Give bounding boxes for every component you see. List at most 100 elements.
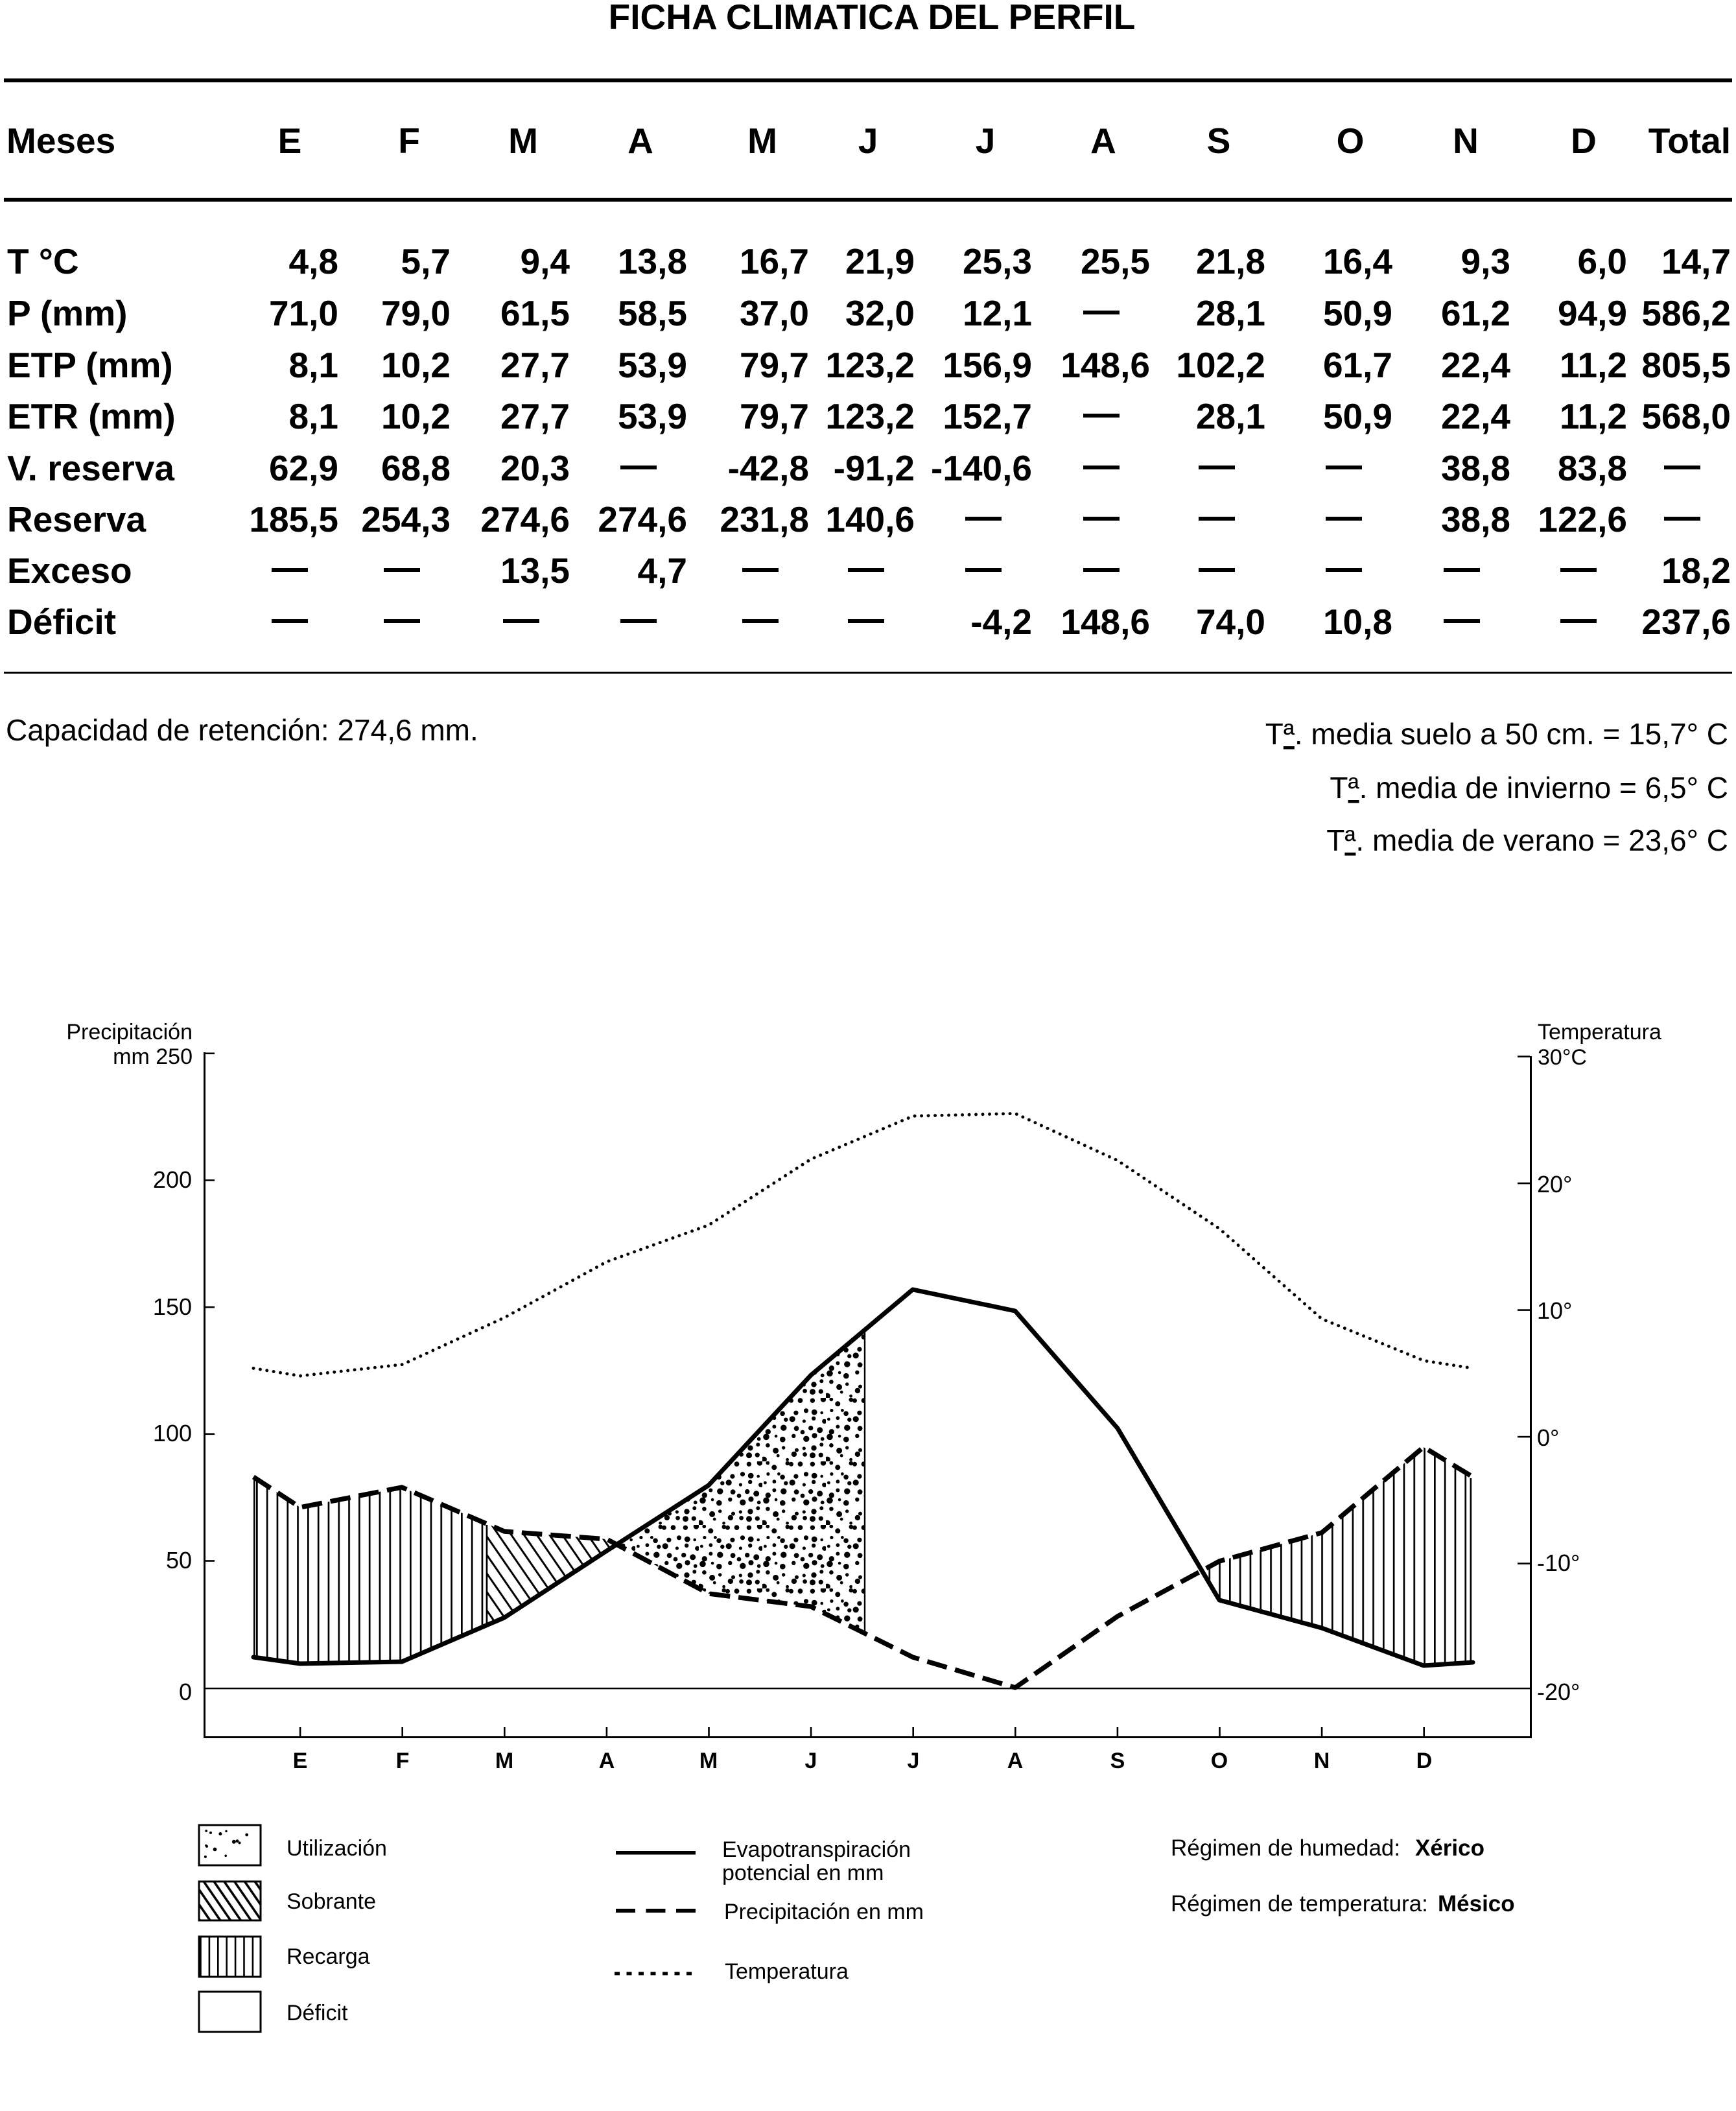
svg-text:21,8: 21,8 [1196,241,1265,281]
svg-text:S: S [1207,121,1231,161]
svg-text:6,0: 6,0 [1578,241,1627,281]
svg-text:-4,2: -4,2 [970,602,1032,642]
svg-text:12,1: 12,1 [963,293,1032,333]
svg-text:254,3: 254,3 [361,499,451,539]
svg-text:-91,2: -91,2 [834,448,915,488]
svg-text:148,6: 148,6 [1061,345,1150,385]
svg-text:200: 200 [153,1166,192,1193]
svg-text:Temperatura: Temperatura [725,1959,849,1984]
svg-text:11,2: 11,2 [1560,396,1627,436]
svg-text:ETR (mm): ETR (mm) [7,396,176,436]
svg-text:274,6: 274,6 [598,499,687,539]
svg-text:4,8: 4,8 [289,241,338,281]
svg-text:16,7: 16,7 [740,241,809,281]
svg-text:-20°: -20° [1537,1679,1580,1705]
svg-text:J: J [805,1749,817,1773]
svg-text:Recarga: Recarga [287,1944,370,1969]
svg-text:A: A [1090,121,1116,161]
svg-text:ETP (mm): ETP (mm) [7,345,173,385]
svg-text:E: E [293,1749,308,1773]
svg-text:P (mm): P (mm) [7,293,127,333]
svg-text:102,2: 102,2 [1176,345,1265,385]
svg-text:D: D [1571,121,1597,161]
svg-text:potencial en mm: potencial en mm [722,1861,884,1885]
svg-text:8,1: 8,1 [289,345,338,385]
svg-text:5,7: 5,7 [401,241,451,281]
svg-text:Tª. media de invierno = 6,5° C: Tª. media de invierno = 6,5° C [1330,771,1728,805]
svg-text:Reserva: Reserva [7,499,146,539]
svg-text:-10°: -10° [1537,1550,1580,1576]
svg-text:Déficit: Déficit [287,2001,348,2025]
svg-text:79,0: 79,0 [381,293,451,333]
svg-text:M: M [508,121,538,161]
svg-text:A: A [1007,1749,1024,1773]
svg-text:185,5: 185,5 [249,499,338,539]
svg-text:D: D [1416,1749,1433,1773]
svg-text:27,7: 27,7 [500,345,570,385]
svg-text:S: S [1110,1749,1125,1773]
svg-text:586,2: 586,2 [1641,293,1731,333]
svg-text:4,7: 4,7 [638,550,687,591]
svg-text:FICHA CLIMATICA DEL PERFIL: FICHA CLIMATICA DEL PERFIL [609,0,1136,37]
svg-text:25,3: 25,3 [963,241,1032,281]
svg-text:22,4: 22,4 [1441,345,1510,385]
svg-text:58,5: 58,5 [618,293,687,333]
svg-text:237,6: 237,6 [1641,602,1731,642]
svg-text:25,5: 25,5 [1081,241,1150,281]
svg-text:Precipitación en mm: Precipitación en mm [724,1900,924,1924]
svg-text:37,0: 37,0 [740,293,809,333]
svg-text:Déficit: Déficit [7,602,116,642]
svg-text:50,9: 50,9 [1323,396,1392,436]
svg-text:E: E [278,121,302,161]
svg-text:100: 100 [153,1420,192,1446]
svg-text:Régimen de temperatura:: Régimen de temperatura: [1171,1891,1428,1916]
svg-text:10,2: 10,2 [381,345,451,385]
svg-text:74,0: 74,0 [1196,602,1265,642]
svg-text:805,5: 805,5 [1641,345,1731,385]
svg-text:Capacidad de retención: 274,6: Capacidad de retención: 274,6 mm. [6,713,478,747]
svg-text:38,8: 38,8 [1441,499,1510,539]
svg-text:mm 250: mm 250 [113,1044,193,1069]
svg-text:13,5: 13,5 [500,550,570,591]
svg-text:Utilización: Utilización [287,1836,387,1861]
svg-text:53,9: 53,9 [618,345,687,385]
svg-text:10,2: 10,2 [381,396,451,436]
svg-text:Sobrante: Sobrante [287,1889,376,1914]
svg-text:11,2: 11,2 [1560,345,1627,385]
svg-text:-140,6: -140,6 [931,448,1032,488]
svg-text:14,7: 14,7 [1661,241,1731,281]
svg-text:30°C: 30°C [1538,1045,1587,1070]
svg-text:O: O [1211,1749,1228,1773]
svg-text:22,4: 22,4 [1441,396,1510,436]
svg-text:16,4: 16,4 [1323,241,1392,281]
svg-text:Exceso: Exceso [7,550,132,591]
svg-text:20°: 20° [1537,1171,1572,1197]
svg-text:68,8: 68,8 [381,448,451,488]
svg-text:0°: 0° [1537,1424,1559,1451]
svg-text:F: F [396,1749,410,1773]
svg-text:10,8: 10,8 [1323,602,1392,642]
svg-text:27,7: 27,7 [500,396,570,436]
svg-text:0: 0 [179,1679,192,1705]
svg-text:Xérico: Xérico [1415,1835,1484,1861]
svg-text:J: J [908,1749,920,1773]
svg-text:F: F [398,121,420,161]
svg-text:61,5: 61,5 [500,293,570,333]
svg-text:13,8: 13,8 [618,241,687,281]
svg-text:M: M [495,1749,513,1773]
svg-text:Régimen de humedad:: Régimen de humedad: [1171,1835,1400,1861]
svg-text:122,6: 122,6 [1538,499,1627,539]
svg-text:123,2: 123,2 [825,396,915,436]
svg-text:J: J [858,121,878,161]
svg-text:28,1: 28,1 [1196,293,1265,333]
svg-text:231,8: 231,8 [720,499,809,539]
svg-text:32,0: 32,0 [845,293,915,333]
svg-text:148,6: 148,6 [1061,602,1150,642]
svg-text:9,3: 9,3 [1461,241,1510,281]
svg-text:61,2: 61,2 [1441,293,1510,333]
svg-text:A: A [628,121,653,161]
svg-text:568,0: 568,0 [1641,396,1731,436]
svg-text:N: N [1314,1749,1330,1773]
svg-text:A: A [599,1749,615,1773]
svg-text:Evapotranspiración: Evapotranspiración [722,1837,911,1862]
